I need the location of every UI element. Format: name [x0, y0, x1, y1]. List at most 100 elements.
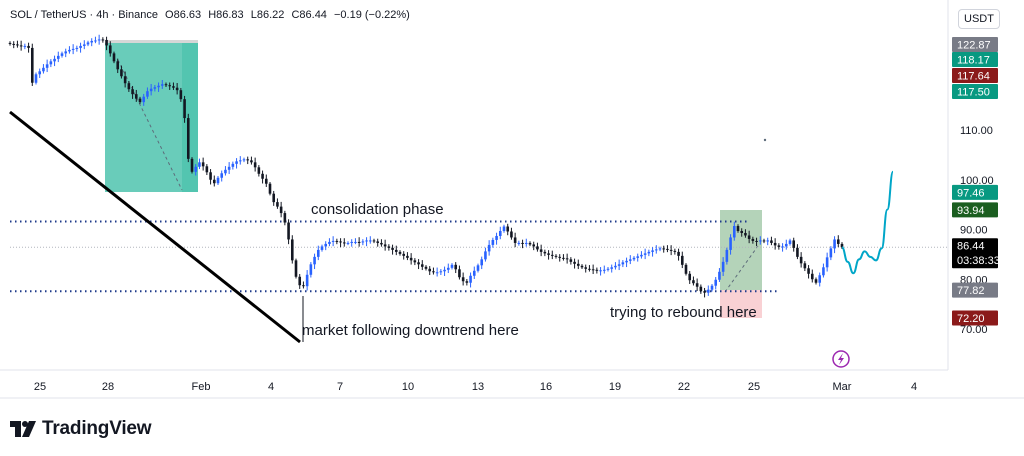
candle: [190, 157, 194, 174]
candle: [313, 253, 316, 270]
x-axis-ticks: 25 28 Feb 4 7 10 13 16 19 22 25 Mar 4: [34, 381, 917, 393]
candle: [539, 244, 543, 257]
candle-body: [71, 48, 75, 50]
candle: [402, 251, 406, 260]
ohlc-close: C86.44: [291, 9, 327, 21]
candle-body: [517, 242, 521, 244]
candle-body: [112, 53, 116, 62]
candle-body: [550, 254, 554, 256]
candle-body: [695, 283, 699, 287]
annotation-downtrend: market following downtrend here: [302, 322, 519, 339]
candle: [8, 41, 12, 46]
candle: [428, 266, 432, 276]
candle-body: [692, 280, 695, 284]
candle: [383, 239, 387, 251]
candle: [443, 266, 446, 277]
candle: [543, 249, 547, 257]
candle-body: [335, 240, 339, 242]
candle: [725, 247, 729, 265]
candle: [584, 264, 588, 273]
candle-body: [562, 257, 565, 259]
price-label: 118.17: [952, 52, 998, 67]
candle-body: [75, 47, 79, 49]
brand-name: TradingView: [42, 418, 152, 439]
candle: [186, 113, 190, 163]
candle-body: [677, 251, 680, 256]
candle-body: [747, 235, 751, 239]
candle: [149, 83, 153, 96]
candle-body: [554, 255, 558, 257]
candle: [134, 89, 138, 102]
candle: [747, 230, 751, 244]
symbol-header: SOL / TetherUS · 4h · Binance O86.63 H86…: [10, 9, 414, 21]
chart-area[interactable]: consolidation phase trying to rebound her…: [0, 0, 1024, 405]
price-label-bg: [952, 184, 998, 200]
candle-body: [105, 39, 108, 46]
candle-body: [101, 39, 105, 41]
candle: [469, 272, 472, 288]
y-tick-label: 100.00: [960, 175, 994, 187]
candle-body: [235, 161, 238, 164]
candle-body: [224, 169, 227, 174]
candle: [417, 259, 420, 270]
candle-body: [454, 264, 458, 270]
price-chart[interactable]: consolidation phase trying to rebound her…: [0, 0, 1024, 405]
candle-body: [573, 261, 576, 264]
candle-body: [803, 263, 807, 269]
candle: [461, 272, 465, 286]
candle-body: [428, 268, 432, 272]
candle: [75, 45, 79, 52]
candle-body: [543, 251, 547, 254]
candle-body: [175, 87, 179, 91]
candle-body: [472, 270, 476, 276]
candle: [231, 161, 235, 170]
candle-body: [640, 254, 643, 257]
price-label-text: 72.20: [957, 313, 985, 325]
candle-body: [201, 162, 205, 167]
candle-body: [420, 264, 424, 267]
candle: [264, 174, 268, 187]
candle: [201, 157, 205, 171]
candle-body: [354, 241, 357, 243]
candle-body: [476, 265, 480, 271]
candle: [487, 240, 491, 256]
symbol-title[interactable]: SOL / TetherUS · 4h · Binance: [10, 9, 158, 21]
candle-body: [591, 269, 595, 271]
candle-body: [662, 248, 666, 250]
candle-body: [220, 173, 224, 178]
candle-body: [836, 239, 840, 244]
price-label-bg: [952, 84, 998, 99]
price-label-text: 122.87: [957, 40, 991, 52]
candle: [279, 201, 283, 218]
candle: [324, 241, 328, 251]
candle-body: [90, 40, 94, 43]
candle: [573, 258, 576, 269]
candle: [194, 164, 198, 176]
candle-body: [799, 256, 803, 264]
candle: [636, 253, 640, 262]
candle-body: [287, 222, 290, 240]
candle: [298, 274, 302, 289]
candle: [480, 256, 484, 270]
candle-body: [484, 251, 487, 260]
candle: [168, 82, 172, 90]
candle: [669, 245, 673, 256]
candle: [513, 232, 517, 248]
candle: [773, 238, 777, 250]
candle: [810, 269, 814, 283]
candle: [45, 59, 49, 73]
candle: [261, 170, 264, 184]
candle: [606, 267, 610, 272]
candle-body: [625, 260, 628, 263]
x-tick-label: 13: [472, 381, 484, 393]
candle: [647, 249, 651, 257]
candle-body: [68, 49, 71, 52]
candle: [495, 232, 498, 245]
candle-body: [376, 241, 380, 243]
candle: [342, 238, 346, 247]
candle-body: [160, 84, 164, 86]
candle: [287, 219, 290, 245]
currency-selector[interactable]: USDT: [958, 9, 1000, 29]
candle: [599, 267, 602, 276]
candles: [8, 34, 844, 298]
